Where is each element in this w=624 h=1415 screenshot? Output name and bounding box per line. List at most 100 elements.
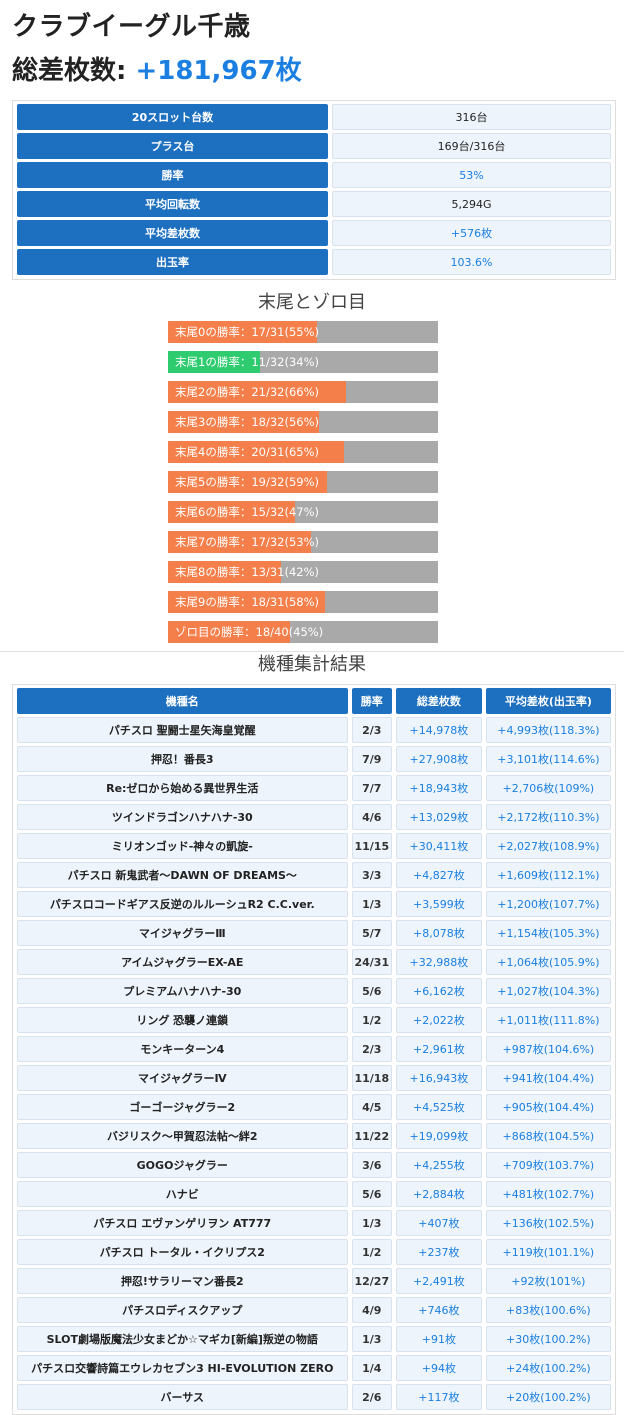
model-name-cell: プレミアムハナハナ-30 bbox=[17, 978, 348, 1004]
winrate-cell: 7/7 bbox=[351, 775, 393, 801]
model-results-panel: 機種名 勝率 総差枚数 平均差枚(出玉率) パチスロ 聖闘士星矢海皇覚醒 2/3 +14,… bbox=[12, 684, 616, 1415]
winrate-bar: ゾロ目の勝率：18/40(45%) bbox=[168, 621, 438, 643]
total-diff-cell: +2,961枚 bbox=[396, 1036, 482, 1062]
table-row: モンキーターン4 2/3 +2,961枚 +987枚(104.6%) bbox=[17, 1036, 611, 1062]
winrate-cell: 12/27 bbox=[351, 1268, 393, 1294]
winrate-cell: 3/6 bbox=[351, 1152, 393, 1178]
avg-diff-cell: +92枚(101%) bbox=[485, 1268, 611, 1294]
table-row: ツインドラゴンハナハナ-30 4/6 +13,029枚 +2,172枚(110.3%) bbox=[17, 804, 611, 830]
summary-label: 平均差枚数 bbox=[17, 220, 328, 246]
model-name-cell: モンキーターン4 bbox=[17, 1036, 348, 1062]
avg-diff-cell: +20枚(100.2%) bbox=[485, 1384, 611, 1410]
total-diff-cell: +4,525枚 bbox=[396, 1094, 482, 1120]
model-name-cell: GOGOジャグラー bbox=[17, 1152, 348, 1178]
winrate-bar-fill bbox=[168, 321, 317, 343]
summary-row: 勝率 53% bbox=[17, 162, 611, 188]
winrate-bar: 末尾1の勝率：11/32(34%) bbox=[168, 351, 438, 373]
avg-diff-cell: +2,706枚(109%) bbox=[485, 775, 611, 801]
avg-diff-cell: +2,027枚(108.9%) bbox=[485, 833, 611, 859]
table-row: ハナビ 5/6 +2,884枚 +481枚(102.7%) bbox=[17, 1181, 611, 1207]
winrate-bar: 末尾8の勝率：13/31(42%) bbox=[168, 561, 438, 583]
model-name-cell: ミリオンゴッド-神々の凱旋- bbox=[17, 833, 348, 859]
winrate-cell: 11/15 bbox=[351, 833, 393, 859]
model-name-cell: リング 恐襲ノ連鎖 bbox=[17, 1007, 348, 1033]
total-diff-cell: +237枚 bbox=[396, 1239, 482, 1265]
table-row: パチスロ 聖闘士星矢海皇覚醒 2/3 +14,978枚 +4,993枚(118.3%) bbox=[17, 717, 611, 743]
table-row: パチスロコードギアス反逆のルルーシュR2 C.C.ver. 1/3 +3,599枚 +… bbox=[17, 891, 611, 917]
model-name-cell: ツインドラゴンハナハナ-30 bbox=[17, 804, 348, 830]
summary-table: 20スロット台数 316台 プラス台 169台/316台 勝率 53% 平均回転数 5,294… bbox=[13, 101, 615, 278]
winrate-bar-label: 末尾8の勝率：13/31(42%) bbox=[175, 565, 319, 579]
winrate-bar-label: 末尾9の勝率：18/31(58%) bbox=[175, 595, 319, 609]
total-diff-cell: +2,022枚 bbox=[396, 1007, 482, 1033]
summary-value: 103.6% bbox=[332, 249, 611, 275]
avg-diff-cell: +1,609枚(112.1%) bbox=[485, 862, 611, 888]
avg-diff-cell: +1,064枚(105.9%) bbox=[485, 949, 611, 975]
total-diff-cell: +4,255枚 bbox=[396, 1152, 482, 1178]
total-diff-cell: +94枚 bbox=[396, 1355, 482, 1381]
total-diff-cell: +746枚 bbox=[396, 1297, 482, 1323]
total-diff-cell: +407枚 bbox=[396, 1210, 482, 1236]
table-header-row: 機種名 勝率 総差枚数 平均差枚(出玉率) bbox=[17, 688, 611, 714]
winrate-bar: 末尾0の勝率：17/31(55%) bbox=[168, 321, 438, 343]
summary-value: 53% bbox=[332, 162, 611, 188]
model-name-cell: Re:ゼロから始める異世界生活 bbox=[17, 775, 348, 801]
avg-diff-cell: +1,027枚(104.3%) bbox=[485, 978, 611, 1004]
winrate-bar-label: 末尾3の勝率：18/32(56%) bbox=[175, 415, 319, 429]
summary-row: 平均差枚数 +576枚 bbox=[17, 220, 611, 246]
summary-label: 20スロット台数 bbox=[17, 104, 328, 130]
summary-label: 平均回転数 bbox=[17, 191, 328, 217]
winrate-bar-fill bbox=[168, 591, 325, 613]
winrate-bar-fill bbox=[168, 531, 312, 553]
winrate-cell: 7/9 bbox=[351, 746, 393, 772]
winrate-bar-label: 末尾7の勝率：17/32(53%) bbox=[175, 535, 319, 549]
winrate-cell: 1/3 bbox=[351, 1326, 393, 1352]
model-name-cell: SLOT劇場版魔法少女まどか☆マギカ[新編]叛逆の物語 bbox=[17, 1326, 348, 1352]
total-diff-cell: +91枚 bbox=[396, 1326, 482, 1352]
winrate-cell: 4/6 bbox=[351, 804, 393, 830]
winrate-bar-fill bbox=[168, 351, 260, 373]
winrate-cell: 1/4 bbox=[351, 1355, 393, 1381]
tail-winrate-bars: 末尾0の勝率：17/31(55%) 末尾1の勝率：11/32(34%) 末尾2の勝率… bbox=[168, 321, 438, 651]
winrate-bar-label: 末尾2の勝率：21/32(66%) bbox=[175, 385, 319, 399]
model-results-table: 機種名 勝率 総差枚数 平均差枚(出玉率) パチスロ 聖闘士星矢海皇覚醒 2/3 +14,… bbox=[13, 685, 615, 1413]
winrate-cell: 5/7 bbox=[351, 920, 393, 946]
winrate-bar: 末尾3の勝率：18/32(56%) bbox=[168, 411, 438, 433]
summary-value: 5,294G bbox=[332, 191, 611, 217]
winrate-bar-label: 末尾1の勝率：11/32(34%) bbox=[175, 355, 319, 369]
column-header: 総差枚数 bbox=[396, 688, 482, 714]
winrate-cell: 1/3 bbox=[351, 1210, 393, 1236]
table-row: アイムジャグラーEX-AE 24/31 +32,988枚 +1,064枚(105.9%… bbox=[17, 949, 611, 975]
winrate-bar: 末尾5の勝率：19/32(59%) bbox=[168, 471, 438, 493]
winrate-cell: 24/31 bbox=[351, 949, 393, 975]
summary-label: 勝率 bbox=[17, 162, 328, 188]
winrate-cell: 5/6 bbox=[351, 1181, 393, 1207]
model-name-cell: バジリスク～甲賀忍法帖～絆2 bbox=[17, 1123, 348, 1149]
winrate-cell: 3/3 bbox=[351, 862, 393, 888]
summary-label: プラス台 bbox=[17, 133, 328, 159]
store-title: クラブイーグル千歳 bbox=[12, 12, 251, 42]
avg-diff-cell: +83枚(100.6%) bbox=[485, 1297, 611, 1323]
winrate-bar: 末尾2の勝率：21/32(66%) bbox=[168, 381, 438, 403]
table-row: プレミアムハナハナ-30 5/6 +6,162枚 +1,027枚(104.3%) bbox=[17, 978, 611, 1004]
winrate-bar-label: 末尾0の勝率：17/31(55%) bbox=[175, 325, 319, 339]
total-diff-cell: +32,988枚 bbox=[396, 949, 482, 975]
winrate-cell: 4/9 bbox=[351, 1297, 393, 1323]
avg-diff-cell: +119枚(101.1%) bbox=[485, 1239, 611, 1265]
total-diff-cell: +19,099枚 bbox=[396, 1123, 482, 1149]
avg-diff-cell: +30枚(100.2%) bbox=[485, 1326, 611, 1352]
model-name-cell: パチスロコードギアス反逆のルルーシュR2 C.C.ver. bbox=[17, 891, 348, 917]
total-diff-cell: +16,943枚 bbox=[396, 1065, 482, 1091]
total-diff-cell: +13,029枚 bbox=[396, 804, 482, 830]
table-row: GOGOジャグラー 3/6 +4,255枚 +709枚(103.7%) bbox=[17, 1152, 611, 1178]
model-name-cell: パチスロ 聖闘士星矢海皇覚醒 bbox=[17, 717, 348, 743]
table-row: リング 恐襲ノ連鎖 1/2 +2,022枚 +1,011枚(111.8%) bbox=[17, 1007, 611, 1033]
table-row: 押忍!サラリーマン番長2 12/27 +2,491枚 +92枚(101%) bbox=[17, 1268, 611, 1294]
table-row: マイジャグラーⅣ 11/18 +16,943枚 +941枚(104.4%) bbox=[17, 1065, 611, 1091]
total-diff-cell: +6,162枚 bbox=[396, 978, 482, 1004]
model-name-cell: ハナビ bbox=[17, 1181, 348, 1207]
total-diff-cell: +117枚 bbox=[396, 1384, 482, 1410]
section-divider bbox=[0, 651, 624, 652]
winrate-bar-fill bbox=[168, 501, 295, 523]
winrate-bar-fill bbox=[168, 561, 282, 583]
